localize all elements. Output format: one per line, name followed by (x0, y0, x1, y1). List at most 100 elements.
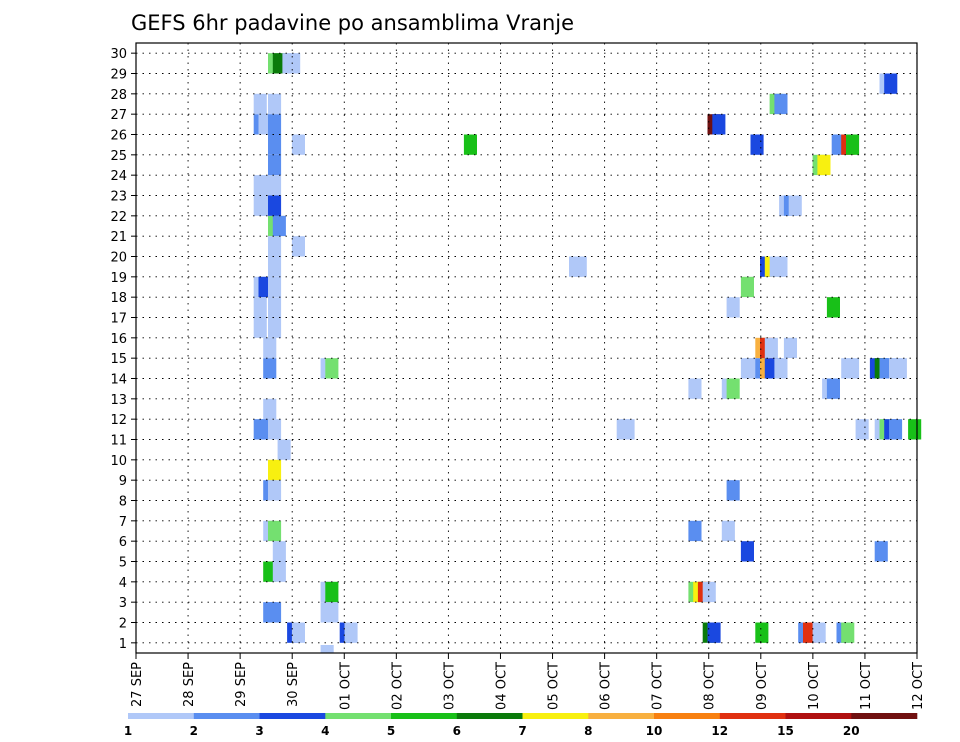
y-tick-label: 15 (110, 352, 127, 367)
y-tick-label: 27 (110, 108, 127, 123)
x-tick-label: 02 OCT (390, 662, 405, 710)
legend-label: 12 (711, 724, 728, 738)
heatmap-cell (268, 602, 282, 623)
grid-layer (136, 43, 917, 653)
heatmap-cell (884, 73, 898, 94)
heatmap-cell (712, 114, 726, 135)
y-tick-label: 7 (119, 515, 127, 530)
legend-swatch (851, 713, 918, 719)
y-tick-label: 1 (119, 637, 127, 652)
legend-swatch (719, 713, 786, 719)
x-tick-label: 05 OCT (547, 662, 562, 710)
y-tick-label: 10 (110, 454, 127, 469)
heatmap-cell (573, 256, 587, 277)
heatmap-cell (774, 358, 788, 379)
x-tick-label: 11 OCT (859, 662, 874, 710)
heatmap-cell (253, 317, 267, 338)
y-tick-label: 16 (110, 332, 127, 347)
heatmap-cell (268, 256, 282, 277)
y-tick-label: 4 (119, 576, 127, 591)
heatmap-cell (726, 378, 740, 399)
y-tick-label: 11 (110, 434, 127, 449)
heatmap-cell (263, 358, 277, 379)
heatmap-cell (788, 195, 802, 216)
heatmap-cell (268, 175, 282, 196)
heatmap-cell (268, 459, 282, 481)
legend-label: 2 (190, 724, 198, 738)
heatmap-cell (774, 93, 788, 115)
heatmap-cell (726, 480, 740, 501)
legend-label: 5 (387, 724, 395, 738)
x-tick-label: 01 OCT (338, 662, 353, 710)
heatmap-cell (268, 297, 282, 318)
y-tick-label: 26 (110, 129, 127, 144)
heatmap-cell (268, 276, 282, 298)
heatmap-cell (688, 520, 702, 542)
y-tick-label: 21 (110, 230, 127, 245)
heatmap-cell (268, 114, 282, 135)
heatmap-cell (841, 622, 855, 643)
y-tick-label: 2 (119, 617, 127, 632)
heatmap-cell (291, 134, 305, 155)
legend-swatch (128, 713, 194, 719)
heatmap-cell (740, 541, 754, 562)
heatmap-cell (268, 419, 282, 440)
heatmap-cell (268, 317, 282, 338)
heatmap-cell (621, 419, 635, 440)
legend-swatch (456, 713, 523, 719)
heatmap-cell (325, 581, 339, 603)
heatmap-cell (726, 297, 740, 318)
heatmap-cell (268, 154, 282, 176)
heatmap-cell (764, 337, 778, 359)
heatmap-cell (344, 622, 358, 643)
heatmap-cell (268, 480, 282, 501)
heatmap-cell (707, 622, 721, 643)
heatmap-cell (291, 236, 305, 257)
heatmap-cell (268, 520, 282, 542)
x-tick-label: 29 SEP (234, 662, 249, 707)
legend-label: 7 (518, 724, 526, 738)
x-tick-label: 12 OCT (911, 662, 926, 710)
y-tick-label: 8 (119, 495, 127, 510)
heatmap-cell (272, 561, 286, 582)
cells-layer (253, 53, 922, 653)
heatmap-cell (750, 134, 764, 155)
y-tick-label: 3 (119, 596, 127, 611)
y-tick-label: 25 (110, 149, 127, 164)
legend-label: 15 (777, 724, 794, 738)
y-tick-label: 28 (110, 88, 127, 103)
heatmap-cell (826, 297, 840, 318)
heatmap-cell (817, 154, 831, 176)
heatmap-cell (846, 134, 860, 155)
y-tick-label: 14 (110, 373, 127, 388)
legend-label: 3 (255, 724, 263, 738)
heatmap-cell (263, 398, 277, 420)
x-tick-label: 27 SEP (130, 662, 145, 707)
heatmap-cell (774, 256, 788, 277)
x-tick-label: 07 OCT (651, 662, 666, 710)
legend-label: 8 (584, 724, 592, 738)
heatmap-cell (855, 419, 869, 440)
heatmap-cell (908, 419, 922, 440)
legend-swatch (522, 713, 589, 719)
heatmap-cell (721, 520, 735, 542)
y-tick-label: 9 (119, 474, 127, 489)
heatmap-cell (263, 337, 277, 359)
y-tick-label: 24 (110, 169, 127, 184)
heatmap-cell (272, 541, 286, 562)
heatmap-cell (268, 236, 282, 257)
y-tick-label: 19 (110, 271, 127, 286)
x-tick-label: 28 SEP (182, 662, 197, 707)
heatmap-cell (253, 297, 267, 318)
heatmap-cell (325, 358, 339, 379)
heatmap-cell (812, 622, 826, 643)
y-tick-label: 6 (119, 535, 127, 550)
x-axis: 27 SEP 28 SEP 29 SEP 30 SEP 01 OCT 02 OCT 03 O… (130, 653, 926, 710)
y-tick-label: 29 (110, 68, 127, 83)
legend-swatch (193, 713, 260, 719)
heatmap-cell (755, 622, 769, 643)
heatmap-cell (740, 276, 754, 298)
legend-swatch (654, 713, 720, 719)
legend-label: 20 (843, 724, 860, 738)
